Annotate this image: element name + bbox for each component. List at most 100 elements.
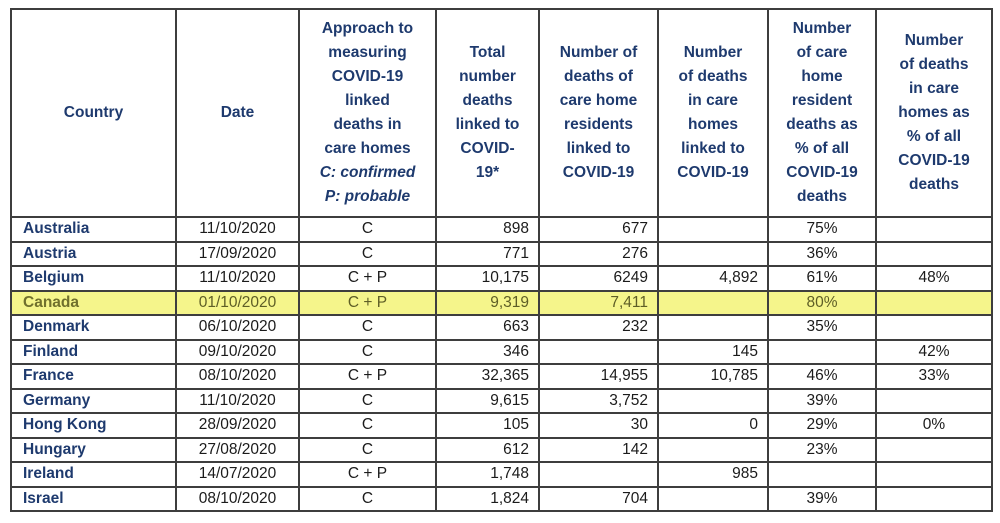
column-header-approach: Approach to measuring COVID-19 linked de… [298, 8, 437, 218]
table-body: Australia 11/10/2020 C 898 677 75% Austr… [10, 216, 993, 512]
cell-approach: C [298, 216, 437, 243]
cell-homes-pct [875, 387, 993, 414]
column-header-label: Total number deaths linked to COVID- 19* [455, 44, 520, 181]
column-header-country: Country [10, 8, 177, 218]
cell-country: Hong Kong [10, 412, 177, 439]
cell-date: 11/10/2020 [175, 265, 300, 292]
column-header-deaths-in-homes: Number of deaths in care homes linked to… [657, 8, 769, 218]
cell-homes-pct: 48% [875, 265, 993, 292]
cell-resident-deaths: 7,411 [538, 289, 659, 316]
cell-resident-pct: 39% [767, 485, 877, 512]
cell-resident-pct: 46% [767, 363, 877, 390]
column-header-label: Number of deaths in care homes as % of a… [898, 32, 970, 193]
cell-homes-pct: 42% [875, 338, 993, 365]
cell-resident-deaths: 276 [538, 240, 659, 267]
cell-total-deaths: 346 [435, 338, 540, 365]
cell-country: Austria [10, 240, 177, 267]
cell-date: 11/10/2020 [175, 387, 300, 414]
cell-resident-pct [767, 461, 877, 488]
cell-deaths-in-homes: 985 [657, 461, 769, 488]
table-row: Australia 11/10/2020 C 898 677 75% [10, 216, 993, 243]
cell-approach: C + P [298, 265, 437, 292]
cell-resident-pct: 35% [767, 314, 877, 341]
cell-country: Israel [10, 485, 177, 512]
cell-approach: C [298, 338, 437, 365]
column-header-label: Number of deaths of care home residents … [559, 44, 638, 181]
care-home-deaths-table: Country Date Approach to measuring COVID… [10, 8, 993, 512]
column-header-date: Date [175, 8, 300, 218]
table-row: Austria 17/09/2020 C 771 276 36% [10, 240, 993, 267]
table-row: Hong Kong 28/09/2020 C 105 30 0 29% 0% [10, 412, 993, 439]
cell-resident-deaths: 677 [538, 216, 659, 243]
cell-resident-pct: 23% [767, 436, 877, 463]
cell-date: 27/08/2020 [175, 436, 300, 463]
cell-resident-deaths [538, 461, 659, 488]
table-row: Hungary 27/08/2020 C 612 142 23% [10, 436, 993, 463]
cell-homes-pct [875, 289, 993, 316]
cell-date: 08/10/2020 [175, 485, 300, 512]
cell-resident-pct: 36% [767, 240, 877, 267]
cell-total-deaths: 9,615 [435, 387, 540, 414]
cell-deaths-in-homes [657, 436, 769, 463]
cell-total-deaths: 663 [435, 314, 540, 341]
cell-date: 11/10/2020 [175, 216, 300, 243]
table-header-row: Country Date Approach to measuring COVID… [10, 8, 993, 218]
cell-date: 09/10/2020 [175, 338, 300, 365]
table-row: Finland 09/10/2020 C 346 145 42% [10, 338, 993, 365]
table-row: Germany 11/10/2020 C 9,615 3,752 39% [10, 387, 993, 414]
cell-total-deaths: 612 [435, 436, 540, 463]
cell-total-deaths: 9,319 [435, 289, 540, 316]
cell-date: 01/10/2020 [175, 289, 300, 316]
cell-country: France [10, 363, 177, 390]
cell-deaths-in-homes: 4,892 [657, 265, 769, 292]
cell-homes-pct: 0% [875, 412, 993, 439]
cell-approach: C + P [298, 289, 437, 316]
cell-resident-pct: 80% [767, 289, 877, 316]
cell-date: 28/09/2020 [175, 412, 300, 439]
column-header-resident-deaths: Number of deaths of care home residents … [538, 8, 659, 218]
table-row: Israel 08/10/2020 C 1,824 704 39% [10, 485, 993, 512]
cell-resident-pct [767, 338, 877, 365]
cell-resident-pct: 61% [767, 265, 877, 292]
cell-country: Ireland [10, 461, 177, 488]
cell-resident-pct: 75% [767, 216, 877, 243]
table-row: Canada 01/10/2020 C + P 9,319 7,411 80% [10, 289, 993, 316]
cell-country: Finland [10, 338, 177, 365]
cell-date: 06/10/2020 [175, 314, 300, 341]
cell-deaths-in-homes: 145 [657, 338, 769, 365]
cell-homes-pct: 33% [875, 363, 993, 390]
cell-resident-deaths: 6249 [538, 265, 659, 292]
table-row: Denmark 06/10/2020 C 663 232 35% [10, 314, 993, 341]
table-row: Ireland 14/07/2020 C + P 1,748 985 [10, 461, 993, 488]
cell-approach: C [298, 412, 437, 439]
cell-homes-pct [875, 314, 993, 341]
cell-total-deaths: 898 [435, 216, 540, 243]
cell-resident-deaths: 704 [538, 485, 659, 512]
cell-approach: C + P [298, 461, 437, 488]
cell-approach: C [298, 436, 437, 463]
cell-homes-pct [875, 485, 993, 512]
column-header-resident-pct: Number of care home resident deaths as %… [767, 8, 877, 218]
cell-approach: C + P [298, 363, 437, 390]
cell-approach: C [298, 240, 437, 267]
cell-deaths-in-homes [657, 314, 769, 341]
cell-homes-pct [875, 461, 993, 488]
table-row: Belgium 11/10/2020 C + P 10,175 6249 4,8… [10, 265, 993, 292]
cell-approach: C [298, 485, 437, 512]
cell-total-deaths: 32,365 [435, 363, 540, 390]
cell-resident-pct: 29% [767, 412, 877, 439]
cell-deaths-in-homes: 10,785 [657, 363, 769, 390]
cell-homes-pct [875, 216, 993, 243]
cell-homes-pct [875, 240, 993, 267]
cell-deaths-in-homes: 0 [657, 412, 769, 439]
cell-total-deaths: 10,175 [435, 265, 540, 292]
cell-deaths-in-homes [657, 485, 769, 512]
cell-deaths-in-homes [657, 289, 769, 316]
cell-country: Belgium [10, 265, 177, 292]
cell-date: 08/10/2020 [175, 363, 300, 390]
cell-deaths-in-homes [657, 240, 769, 267]
cell-date: 17/09/2020 [175, 240, 300, 267]
column-header-label: Number of deaths in care homes linked to… [677, 44, 749, 181]
cell-resident-deaths [538, 338, 659, 365]
